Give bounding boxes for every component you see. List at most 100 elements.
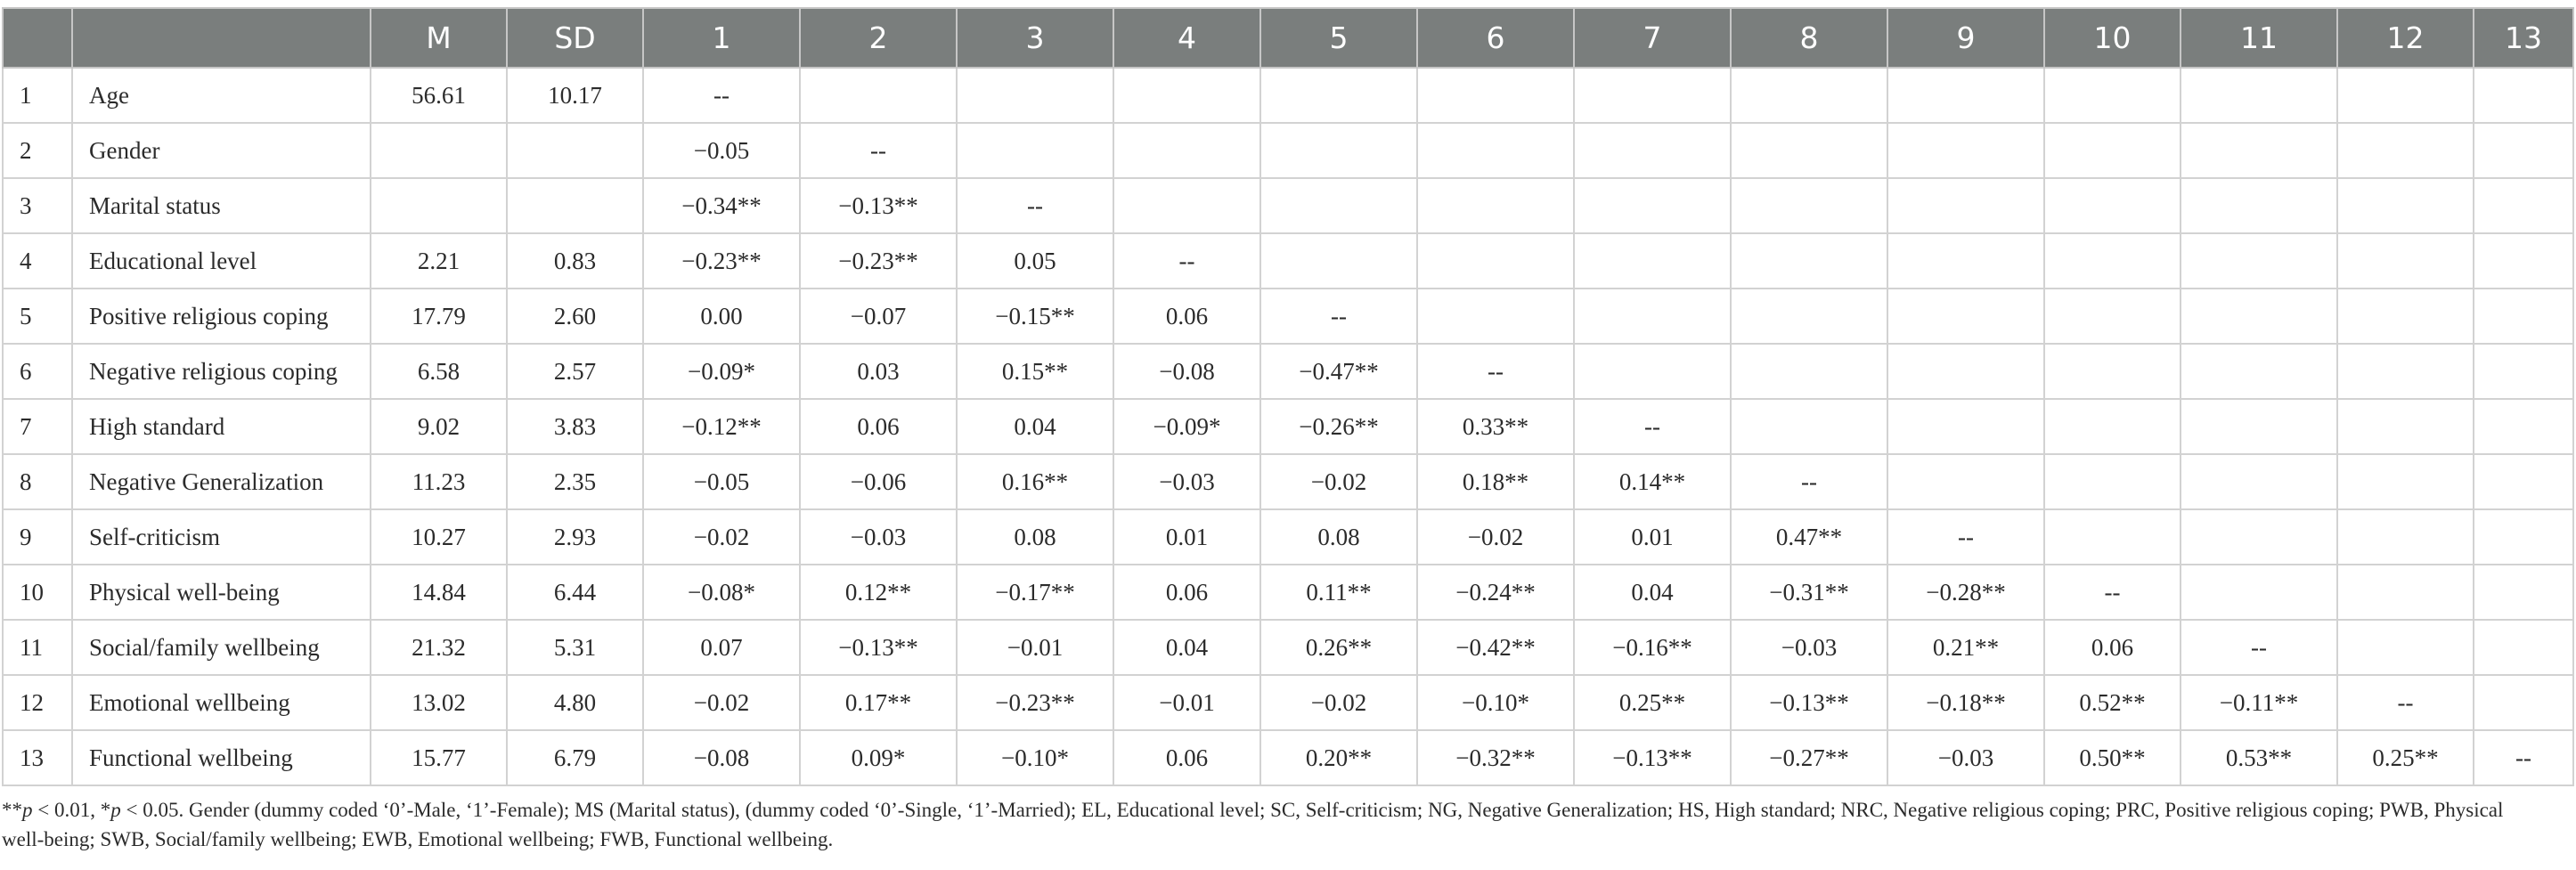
- correlation-cell: [2473, 177, 2574, 234]
- correlation-cell: −0.02: [1259, 453, 1418, 510]
- correlation-cell: −0.03: [1730, 619, 1888, 676]
- sd-value: 2.93: [506, 508, 644, 565]
- correlation-cell: 0.21**: [1887, 619, 2045, 676]
- correlation-cell: −0.05: [642, 453, 801, 510]
- correlation-cell: −0.05: [642, 122, 801, 179]
- correlation-cell: [2336, 288, 2474, 345]
- sd-value: 6.79: [506, 729, 644, 786]
- correlation-cell: [1259, 122, 1418, 179]
- variable-name: Negative Generalization: [71, 453, 371, 510]
- correlation-cell: [1259, 177, 1418, 234]
- correlation-cell: [1573, 232, 1732, 289]
- column-header: [71, 7, 371, 69]
- correlation-cell: [1887, 288, 2045, 345]
- correlation-cell: [2043, 67, 2181, 124]
- correlation-cell: [2473, 122, 2574, 179]
- sd-value: 3.83: [506, 398, 644, 455]
- column-header: 1: [642, 7, 801, 69]
- correlation-cell: 0.14**: [1573, 453, 1732, 510]
- correlation-cell: 0.01: [1113, 508, 1261, 565]
- correlation-cell: 0.06: [2043, 619, 2181, 676]
- column-header: 13: [2473, 7, 2574, 69]
- correlation-cell: −0.03: [799, 508, 958, 565]
- correlation-cell: [1887, 67, 2045, 124]
- correlation-cell: [2043, 398, 2181, 455]
- correlation-cell: [1730, 398, 1888, 455]
- correlation-cell: [2473, 288, 2574, 345]
- correlation-cell: 0.04: [1573, 564, 1732, 621]
- mean-value: 15.77: [370, 729, 508, 786]
- correlation-cell: [2336, 232, 2474, 289]
- correlation-cell: 0.16**: [956, 453, 1114, 510]
- column-header: 10: [2043, 7, 2181, 69]
- correlation-cell: 0.12**: [799, 564, 958, 621]
- variable-name: High standard: [71, 398, 371, 455]
- correlation-cell: −0.08*: [642, 564, 801, 621]
- correlation-cell: 0.25**: [2336, 729, 2474, 786]
- row-number: 2: [2, 122, 73, 179]
- table-body: 1 Age 56.61 10.17 -- 2 Gender −0.05 -- 3 Marital s…: [2, 67, 2574, 786]
- correlation-cell: [2473, 67, 2574, 124]
- correlation-cell: −0.09*: [642, 343, 801, 400]
- row-number: 8: [2, 453, 73, 510]
- correlation-cell: --: [642, 67, 801, 124]
- correlation-table: M SD 1 2 3 4 5 6 7 8 9 10 11 12 13 1 Age 56.61 10.17 -- 2 Ge…: [2, 7, 2574, 786]
- correlation-cell: 0.20**: [1259, 729, 1418, 786]
- correlation-cell: [1259, 67, 1418, 124]
- correlation-cell: --: [2336, 674, 2474, 731]
- correlation-cell: [1730, 343, 1888, 400]
- correlation-cell: 0.25**: [1573, 674, 1732, 731]
- correlation-cell: [2180, 288, 2338, 345]
- correlation-cell: 0.06: [1113, 729, 1261, 786]
- correlation-cell: −0.17**: [956, 564, 1114, 621]
- correlation-cell: [799, 67, 958, 124]
- variable-name: Educational level: [71, 232, 371, 289]
- correlation-cell: --: [2473, 729, 2574, 786]
- mean-value: 2.21: [370, 232, 508, 289]
- correlation-cell: [2180, 67, 2338, 124]
- correlation-cell: [1416, 177, 1575, 234]
- correlation-cell: [2473, 564, 2574, 621]
- table-row: 3 Marital status −0.34** −0.13** --: [2, 177, 2574, 234]
- correlation-cell: [2043, 453, 2181, 510]
- correlation-cell: 0.52**: [2043, 674, 2181, 731]
- correlation-cell: [956, 122, 1114, 179]
- variable-name: Marital status: [71, 177, 371, 234]
- correlation-cell: [2180, 232, 2338, 289]
- correlation-cell: −0.10*: [1416, 674, 1575, 731]
- correlation-cell: −0.42**: [1416, 619, 1575, 676]
- correlation-cell: 0.08: [1259, 508, 1418, 565]
- correlation-cell: [2043, 122, 2181, 179]
- correlation-cell: 0.01: [1573, 508, 1732, 565]
- sd-value: [506, 122, 644, 179]
- correlation-cell: −0.24**: [1416, 564, 1575, 621]
- correlation-cell: −0.03: [1887, 729, 2045, 786]
- correlation-cell: −0.01: [956, 619, 1114, 676]
- correlation-cell: --: [1730, 453, 1888, 510]
- column-header: 6: [1416, 7, 1575, 69]
- variable-name: Negative religious coping: [71, 343, 371, 400]
- correlation-cell: 0.06: [1113, 288, 1261, 345]
- correlation-cell: −0.02: [1416, 508, 1575, 565]
- correlation-cell: −0.09*: [1113, 398, 1261, 455]
- correlation-cell: 0.18**: [1416, 453, 1575, 510]
- correlation-table-container: M SD 1 2 3 4 5 6 7 8 9 10 11 12 13 1 Age 56.61 10.17 -- 2 Ge…: [2, 7, 2574, 786]
- correlation-cell: --: [1416, 343, 1575, 400]
- correlation-cell: [2336, 343, 2474, 400]
- sd-value: [506, 177, 644, 234]
- correlation-cell: [1887, 398, 2045, 455]
- column-header: 9: [1887, 7, 2045, 69]
- correlation-cell: [1887, 177, 2045, 234]
- column-header: 3: [956, 7, 1114, 69]
- mean-value: 13.02: [370, 674, 508, 731]
- correlation-cell: [1730, 177, 1888, 234]
- correlation-cell: [2473, 343, 2574, 400]
- correlation-cell: [1887, 343, 2045, 400]
- footnote-text: < 0.05. Gender (dummy coded ‘0’-Male, ‘1…: [2, 799, 2504, 850]
- variable-name: Age: [71, 67, 371, 124]
- correlation-cell: [1730, 67, 1888, 124]
- correlation-cell: 0.07: [642, 619, 801, 676]
- correlation-cell: [2336, 453, 2474, 510]
- correlation-cell: [1573, 343, 1732, 400]
- correlation-cell: −0.15**: [956, 288, 1114, 345]
